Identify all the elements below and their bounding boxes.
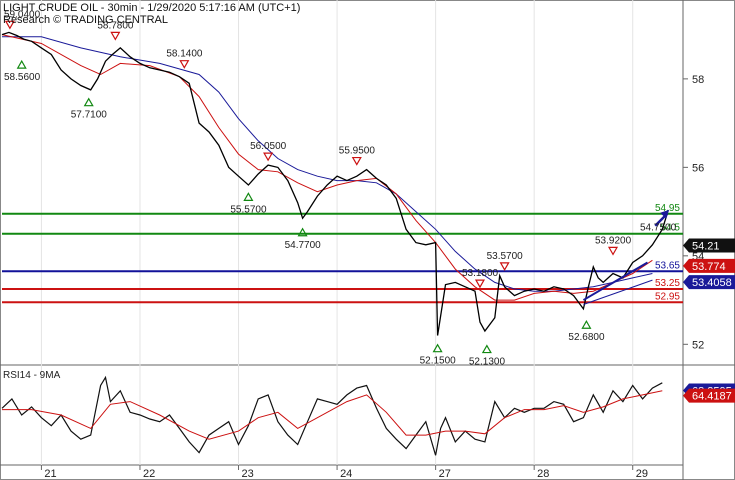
pivot-low-marker xyxy=(16,59,27,69)
pivot-value-label: 54.7700 xyxy=(285,240,322,251)
date-tick-label: 21 xyxy=(44,468,56,480)
pivot-low-marker xyxy=(481,344,492,354)
pivot-value-label: 59.0400 xyxy=(4,9,41,20)
channel-lower-line xyxy=(583,279,653,305)
ma-slow-badge-shape xyxy=(683,275,735,290)
pivot-value-label: 52.1300 xyxy=(469,357,506,368)
pivot-value-label: 57.7100 xyxy=(71,110,108,121)
pivot-value-label: 52.6800 xyxy=(568,332,605,343)
level-label: 53.25 xyxy=(655,278,680,289)
pivot-value-label: 58.5600 xyxy=(4,72,41,83)
pivot-high-marker xyxy=(499,262,510,272)
ma-slow-badge-text: 53.4058 xyxy=(692,277,732,289)
date-tick-label: 28 xyxy=(537,468,549,480)
ma-fast-badge-shape xyxy=(683,258,735,273)
pivot-value-label: 55.9500 xyxy=(339,146,376,157)
date-tick-label: 23 xyxy=(242,468,254,480)
pivot-value-label: 53.1800 xyxy=(462,268,499,279)
price-tick-label: 58 xyxy=(692,74,704,86)
pivot-value-label: 53.9200 xyxy=(595,235,632,246)
trend-arrow-head xyxy=(660,209,670,219)
pivot-markers: 59.0400 58.5600 57.7100 58.7800 58.1400 55.57… xyxy=(4,9,677,367)
pivot-low-marker xyxy=(297,227,308,237)
pivot-value-label: 58.1400 xyxy=(166,49,203,60)
grid xyxy=(40,0,634,465)
channel-support-line xyxy=(582,261,649,301)
pivot-low-marker xyxy=(83,97,94,107)
pivot-value-label: 54.7500 xyxy=(640,223,677,234)
pivot-value-label: 53.5700 xyxy=(487,251,524,262)
rsi-series-line xyxy=(1,375,663,456)
pivot-high-marker xyxy=(179,60,190,69)
rsi-ma-badge-text: 64.4187 xyxy=(692,391,732,403)
rsi-series-layer xyxy=(1,375,663,456)
date-tick-label: 22 xyxy=(143,468,155,480)
pivot-high-marker xyxy=(4,20,15,30)
price-series-layer xyxy=(1,31,670,336)
pivot-value-label: 55.5700 xyxy=(230,204,267,215)
date-tick-label: 27 xyxy=(439,468,451,480)
level-label: 54.5 xyxy=(661,223,681,234)
rsi-ma-series-line xyxy=(2,390,663,440)
date-tick-label: 24 xyxy=(340,468,352,480)
price-tick-label: 56 xyxy=(692,162,704,174)
pivot-value-label: 58.7800 xyxy=(97,20,134,31)
pivot-high-marker xyxy=(263,152,274,162)
price-tick-label: 52 xyxy=(692,339,704,351)
ma-fast-series-line xyxy=(1,34,653,301)
pivot-low-marker xyxy=(432,343,443,353)
level-label: 54.95 xyxy=(655,203,680,214)
pivot-value-label: 52.1500 xyxy=(420,356,457,367)
pivot-low-marker xyxy=(243,192,254,201)
pivot-high-marker xyxy=(351,156,362,166)
chart-title: LIGHT CRUDE OIL - 30min - 1/29/2020 5:17… xyxy=(3,2,300,14)
ma-fast-badge-text: 53.774 xyxy=(692,261,726,273)
pivot-low-marker xyxy=(581,320,592,329)
pivot-high-marker xyxy=(607,246,619,256)
date-tick-label: 29 xyxy=(636,468,648,480)
last-price-badge-text: 54.21 xyxy=(692,241,720,253)
pivot-high-marker xyxy=(110,31,121,41)
pivot-value-label: 56.0500 xyxy=(250,141,287,152)
rsi-panel-title: RSI14 - 9MA xyxy=(3,370,61,381)
support-resistance-levels: 54.95 54.5 53.65 53.25 52.95 xyxy=(2,203,683,304)
rsi-ma-badge-shape xyxy=(683,388,735,403)
pivot-high-marker xyxy=(474,279,486,289)
level-label: 52.95 xyxy=(655,291,680,302)
chart-subtitle: Research © TRADING CENTRAL xyxy=(3,14,168,26)
price-series-line xyxy=(1,31,668,336)
level-label: 53.65 xyxy=(655,260,680,271)
ma-slow-series-line xyxy=(2,36,653,292)
last-price-badge-shape xyxy=(683,238,735,253)
